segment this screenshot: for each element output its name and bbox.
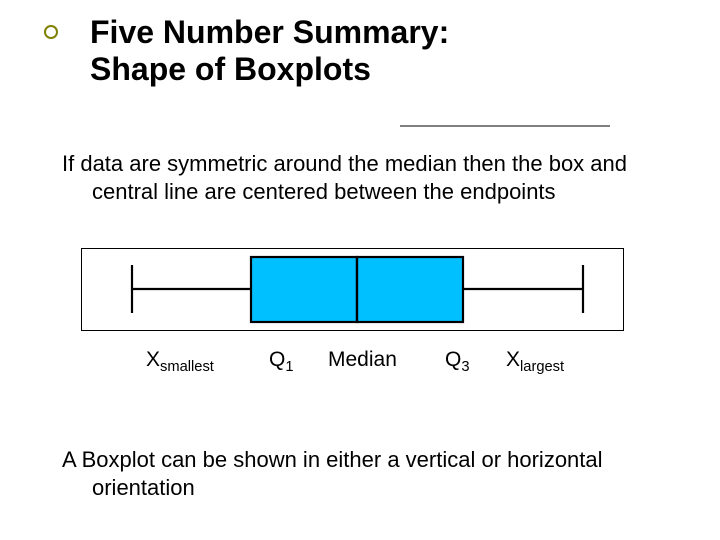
label-q3: Q3 — [445, 348, 470, 375]
slide-title: Five Number Summary: Shape of Boxplots — [90, 14, 449, 88]
boxplot-container — [81, 248, 624, 331]
paragraph-orientation: A Boxplot can be shown in either a verti… — [62, 446, 692, 501]
paragraph-symmetric: If data are symmetric around the median … — [62, 150, 692, 205]
title-line-1: Five Number Summary: — [90, 14, 449, 51]
title-line-2: Shape of Boxplots — [90, 51, 449, 88]
label-x-smallest: Xsmallest — [146, 348, 214, 375]
label-q1: Q1 — [269, 348, 294, 375]
label-median: Median — [328, 348, 397, 372]
label-x-largest: Xlargest — [506, 348, 564, 375]
title-bullet — [44, 25, 58, 39]
